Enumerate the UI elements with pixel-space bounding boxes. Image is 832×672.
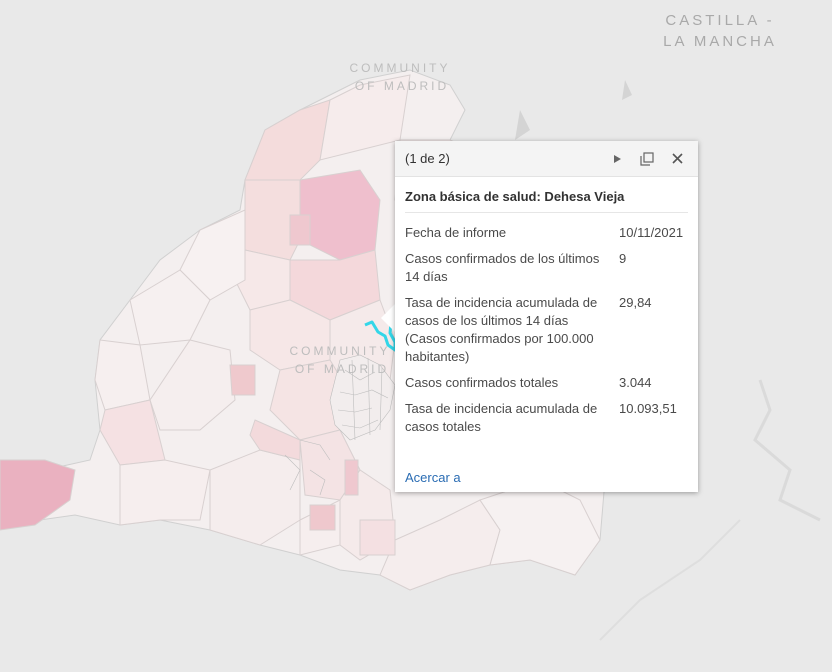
field-label: Tasa de incidencia acumulada de casos to… [405, 401, 598, 434]
popup-header: (1 de 2) [395, 141, 698, 177]
play-icon[interactable] [606, 148, 628, 170]
field-label: Casos confirmados totales [405, 375, 559, 390]
maximize-icon[interactable] [636, 148, 658, 170]
field-value: 9 [619, 251, 627, 266]
table-row: Casos confirmados totales 3.044 [405, 369, 690, 395]
community-label-top-line2: OF MADRID [355, 79, 449, 93]
urban-district-mesh [284, 354, 396, 496]
field-value: 10.093,51 [619, 401, 677, 416]
zoom-to-link[interactable]: Acercar a [405, 470, 461, 485]
region-label-line1: CASTILLA - [665, 12, 774, 29]
attribute-table: Fecha de informe 10/11/2021 Casos confir… [405, 219, 690, 439]
popup-title: Zona básica de salud: Dehesa Vieja [405, 189, 688, 213]
field-label: Casos confirmados de los últimos 14 días [405, 251, 600, 284]
lake-shape [515, 110, 530, 140]
community-label-top-line1: COMMUNITY [350, 61, 451, 75]
municipality-shapes [0, 74, 601, 591]
river-line [753, 379, 821, 522]
community-label-mid-line2: OF MADRID [295, 362, 389, 376]
field-label: Fecha de informe [405, 225, 507, 240]
table-row: Tasa de incidencia acumulada de casos de… [405, 289, 690, 369]
table-row: Tasa de incidencia acumulada de casos to… [405, 395, 690, 439]
community-label-mid-line1: COMMUNITY [290, 344, 391, 358]
close-icon[interactable] [666, 148, 688, 170]
field-value: 29,84 [619, 295, 652, 310]
lake-shape [622, 80, 632, 100]
table-row: Casos confirmados de los últimos 14 días… [405, 245, 690, 289]
popup-pager: (1 de 2) [405, 151, 450, 166]
popup-pointer [381, 304, 395, 332]
field-value: 3.044 [619, 375, 652, 390]
field-label: Tasa de incidencia acumulada de casos de… [405, 295, 598, 364]
region-label-line2: LA MANCHA [663, 33, 777, 50]
table-row: Fecha de informe 10/11/2021 [405, 219, 690, 245]
field-value: 10/11/2021 [619, 225, 684, 240]
feature-popup: (1 de 2) Zona básica de salud: Dehesa Vi… [395, 141, 698, 492]
river-line [599, 519, 741, 641]
